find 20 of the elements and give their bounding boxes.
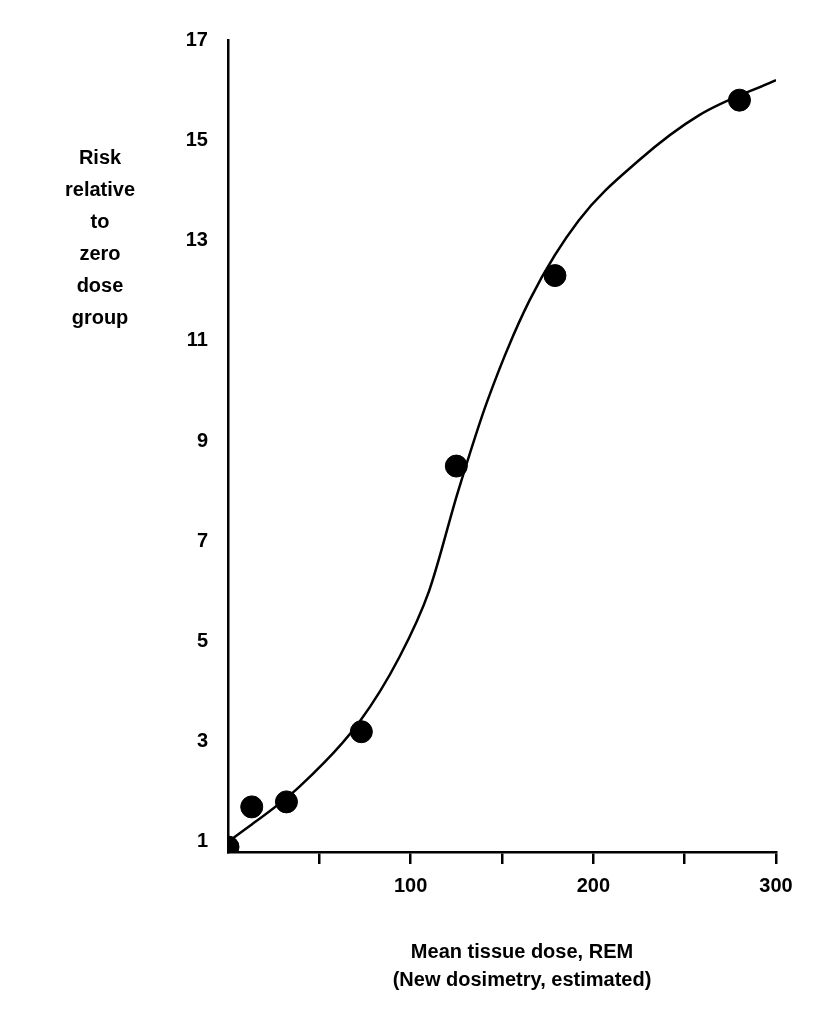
x-axis-title: Mean tissue dose, REM (New dosimetry, estimated) <box>392 939 652 990</box>
y-tick-label: 3 <box>196 729 208 752</box>
y-tick-label: 7 <box>196 528 208 551</box>
y-tick-label: 17 <box>185 27 208 50</box>
point <box>240 795 264 819</box>
point <box>349 720 373 744</box>
y-tick-label: 15 <box>185 127 208 150</box>
y-tick-label: 1 <box>196 829 208 852</box>
y-tick-label: 13 <box>185 228 208 251</box>
y-tick-label: 9 <box>196 428 208 451</box>
point <box>274 790 298 814</box>
point <box>543 264 567 288</box>
point <box>727 88 751 112</box>
x-tick-label: 300 <box>759 873 793 896</box>
y-axis-title: Risk relative to zero dose group <box>64 145 136 328</box>
point <box>444 454 468 478</box>
y-tick-label: 5 <box>196 629 208 651</box>
x-tick-label: 100 <box>393 873 428 896</box>
x-tick-label: 200 <box>576 873 611 896</box>
y-tick-label: 11 <box>186 328 208 351</box>
